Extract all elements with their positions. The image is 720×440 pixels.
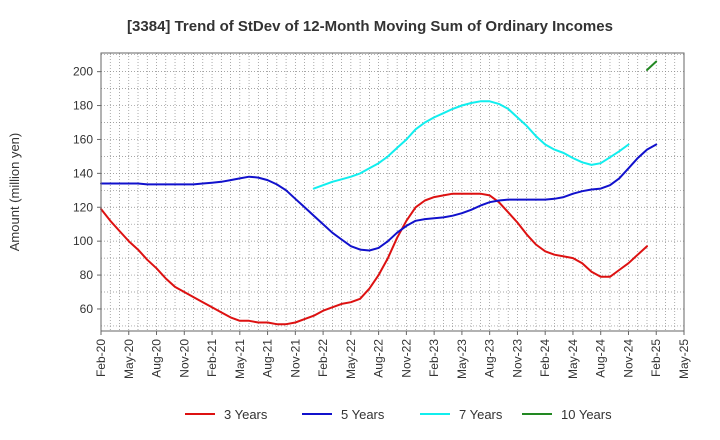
x-tick-label: Feb-22 (316, 339, 330, 377)
y-tick-label: 160 (73, 132, 93, 146)
grid (101, 53, 684, 331)
legend: 3 Years 5 Years 7 Years 10 Years (185, 407, 612, 422)
x-tick-label: May-23 (455, 339, 469, 379)
x-tick-label: May-24 (566, 339, 580, 379)
x-tick-label: Nov-20 (177, 339, 191, 378)
y-tick-label: 200 (73, 65, 93, 79)
x-tick-label: Aug-21 (261, 339, 275, 378)
x-tick-label: May-25 (677, 339, 691, 379)
y-axis-ticks: 60 80 100 120 140 160 180 200 (73, 65, 101, 316)
x-tick-label: Aug-23 (483, 339, 497, 378)
series-line-7-years (312, 100, 630, 190)
series-lines (100, 60, 658, 326)
y-tick-label: 180 (73, 99, 93, 113)
series-line-10-years (646, 60, 658, 71)
x-tick-label: Feb-23 (427, 339, 441, 377)
x-tick-label: May-22 (344, 339, 358, 379)
x-tick-label: May-20 (122, 339, 136, 379)
series-line-5-years (100, 143, 658, 252)
x-axis-ticks: Feb-20 May-20 Aug-20 Nov-20 Feb-21 May-21 Aug-… (94, 331, 691, 379)
legend-label: 10 Years (561, 407, 612, 422)
x-tick-label: Feb-24 (538, 339, 552, 377)
x-tick-label: Aug-24 (594, 339, 608, 378)
y-tick-label: 80 (80, 268, 94, 282)
legend-label: 5 Years (341, 407, 385, 422)
y-tick-label: 120 (73, 200, 93, 214)
y-tick-label: 140 (73, 166, 93, 180)
x-tick-label: Aug-20 (150, 339, 164, 378)
x-tick-label: Nov-23 (510, 339, 524, 378)
legend-label: 7 Years (459, 407, 503, 422)
plot-frame (100, 52, 685, 332)
x-tick-label: Feb-25 (649, 339, 663, 377)
legend-label: 3 Years (224, 407, 268, 422)
x-tick-label: Nov-24 (621, 339, 635, 378)
x-tick-label: May-21 (233, 339, 247, 379)
x-tick-label: Aug-22 (372, 339, 386, 378)
y-tick-label: 100 (73, 234, 93, 248)
series-line-3-years (100, 192, 648, 326)
y-tick-label: 60 (80, 302, 94, 316)
x-tick-label: Nov-22 (399, 339, 413, 378)
x-tick-label: Feb-21 (205, 339, 219, 377)
x-tick-label: Feb-20 (94, 339, 108, 377)
chart-title: [3384] Trend of StDev of 12-Month Moving… (127, 18, 613, 35)
x-tick-label: Nov-21 (288, 339, 302, 378)
y-axis-label: Amount (million yen) (7, 133, 22, 252)
